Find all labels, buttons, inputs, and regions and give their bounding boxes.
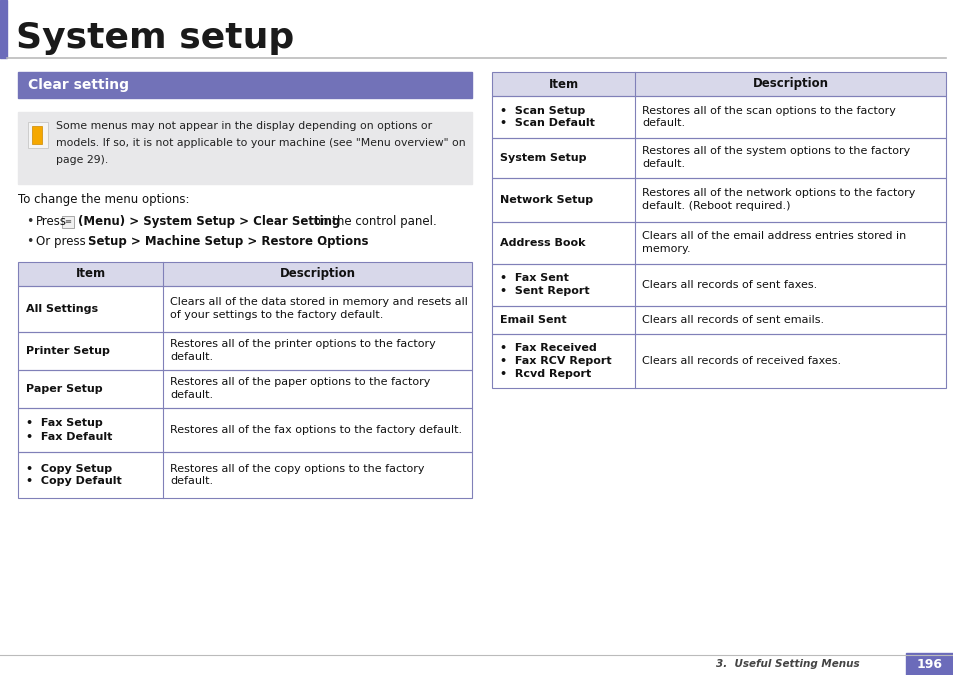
Bar — [492, 178, 945, 222]
Text: 196: 196 — [916, 657, 942, 670]
Text: Restores all of the fax options to the factory default.: Restores all of the fax options to the f… — [170, 425, 461, 435]
Text: Clears all records of received faxes.: Clears all records of received faxes. — [641, 356, 841, 366]
Text: default.: default. — [641, 119, 684, 128]
Text: •  Copy Setup: • Copy Setup — [26, 464, 112, 473]
Text: To change the menu options:: To change the menu options: — [18, 194, 190, 207]
Text: •  Scan Setup: • Scan Setup — [499, 105, 584, 115]
Bar — [492, 222, 945, 264]
Text: All Settings: All Settings — [26, 304, 98, 314]
Text: •  Fax RCV Report: • Fax RCV Report — [499, 356, 611, 366]
Bar — [62, 216, 74, 228]
Text: Network Setup: Network Setup — [499, 195, 593, 205]
Text: Description: Description — [752, 78, 827, 90]
Text: System setup: System setup — [16, 21, 294, 55]
Text: Description: Description — [279, 267, 355, 281]
Text: •  Fax Default: • Fax Default — [26, 431, 112, 441]
Text: •: • — [26, 215, 33, 229]
Bar — [0, 0, 7, 58]
Text: default.: default. — [170, 352, 213, 362]
Text: •  Sent Report: • Sent Report — [499, 286, 589, 296]
Text: .: . — [324, 236, 328, 248]
Bar — [18, 286, 472, 332]
Text: Paper Setup: Paper Setup — [26, 384, 103, 394]
Text: models. If so, it is not applicable to your machine (see "Menu overview" on: models. If so, it is not applicable to y… — [56, 138, 465, 148]
Text: •  Fax Setup: • Fax Setup — [26, 418, 103, 429]
Text: default.: default. — [170, 391, 213, 400]
Text: •  Rcvd Report: • Rcvd Report — [499, 369, 591, 379]
Bar — [492, 72, 945, 96]
Bar — [492, 306, 945, 334]
Text: •  Scan Default: • Scan Default — [499, 119, 595, 128]
Text: •: • — [26, 236, 33, 248]
Text: Printer Setup: Printer Setup — [26, 346, 110, 356]
Text: memory.: memory. — [641, 244, 690, 254]
Text: Clears all records of sent faxes.: Clears all records of sent faxes. — [641, 280, 817, 290]
Text: 3.  Useful Setting Menus: 3. Useful Setting Menus — [716, 659, 859, 669]
Text: •  Fax Received: • Fax Received — [499, 343, 597, 353]
Text: Press: Press — [36, 215, 67, 229]
Text: System Setup: System Setup — [499, 153, 586, 163]
Bar — [28, 122, 48, 148]
Text: on the control panel.: on the control panel. — [310, 215, 436, 229]
Bar — [492, 264, 945, 306]
Text: ≡: ≡ — [65, 217, 71, 227]
Text: Restores all of the paper options to the factory: Restores all of the paper options to the… — [170, 377, 430, 387]
Bar — [18, 408, 472, 452]
Bar — [492, 138, 945, 178]
Text: Setup > Machine Setup > Restore Options: Setup > Machine Setup > Restore Options — [88, 236, 368, 248]
Text: Or press: Or press — [36, 236, 90, 248]
Bar — [905, 653, 953, 675]
Bar — [492, 96, 945, 138]
Text: default.: default. — [170, 477, 213, 487]
Text: Some menus may not appear in the display depending on options or: Some menus may not appear in the display… — [56, 121, 432, 131]
Text: Restores all of the copy options to the factory: Restores all of the copy options to the … — [170, 464, 424, 473]
Text: Item: Item — [548, 78, 578, 90]
Text: Clear setting: Clear setting — [28, 78, 129, 92]
Text: page 29).: page 29). — [56, 155, 108, 165]
Text: Restores all of the printer options to the factory: Restores all of the printer options to t… — [170, 340, 436, 350]
Text: Restores all of the system options to the factory: Restores all of the system options to th… — [641, 146, 909, 157]
Bar — [492, 334, 945, 388]
Text: Clears all of the email address entries stored in: Clears all of the email address entries … — [641, 232, 905, 242]
Bar — [18, 112, 472, 184]
Text: Clears all of the data stored in memory and resets all: Clears all of the data stored in memory … — [170, 298, 467, 308]
Bar — [18, 370, 472, 408]
Text: •  Fax Sent: • Fax Sent — [499, 273, 568, 284]
Bar — [18, 452, 472, 498]
Bar — [32, 126, 42, 144]
Bar — [18, 332, 472, 370]
Text: Clears all records of sent emails.: Clears all records of sent emails. — [641, 315, 823, 325]
Text: Email Sent: Email Sent — [499, 315, 566, 325]
Text: (Menu) > System Setup > Clear Setting: (Menu) > System Setup > Clear Setting — [78, 215, 340, 229]
Bar — [18, 72, 472, 98]
Text: •  Copy Default: • Copy Default — [26, 477, 122, 487]
Bar — [18, 262, 472, 286]
Text: Item: Item — [75, 267, 106, 281]
Text: Restores all of the network options to the factory: Restores all of the network options to t… — [641, 188, 915, 198]
Text: default.: default. — [641, 159, 684, 169]
Text: of your settings to the factory default.: of your settings to the factory default. — [170, 310, 383, 321]
Text: Address Book: Address Book — [499, 238, 585, 248]
Text: Restores all of the scan options to the factory: Restores all of the scan options to the … — [641, 105, 895, 115]
Text: default. (Reboot required.): default. (Reboot required.) — [641, 202, 790, 211]
